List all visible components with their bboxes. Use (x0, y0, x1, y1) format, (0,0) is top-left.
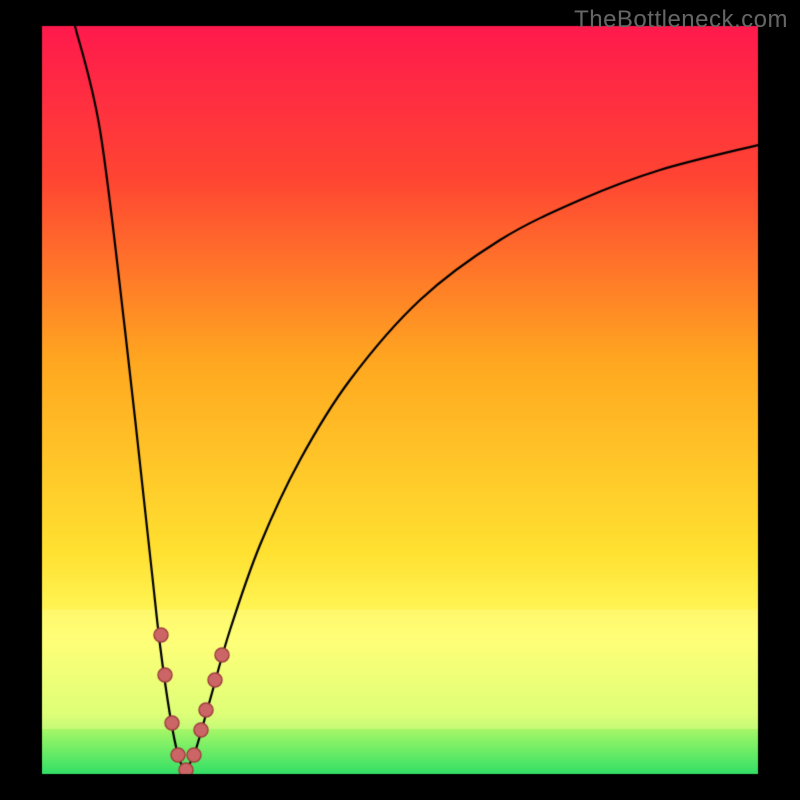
watermark-text: TheBottleneck.com (574, 6, 788, 34)
chart-container: TheBottleneck.com (0, 0, 800, 800)
bottleneck-chart-canvas (0, 0, 800, 800)
